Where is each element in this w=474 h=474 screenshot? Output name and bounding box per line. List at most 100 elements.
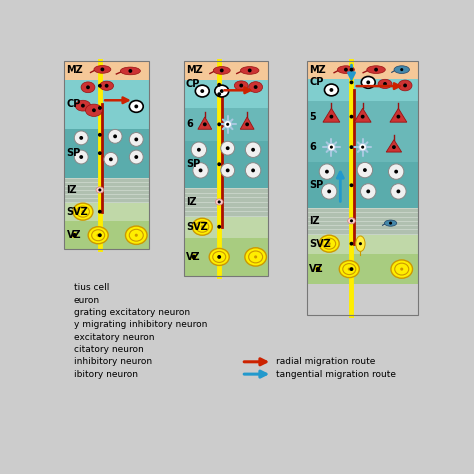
Text: IZ: IZ xyxy=(309,216,320,226)
Ellipse shape xyxy=(113,135,117,138)
Text: citatory neuron: citatory neuron xyxy=(73,345,143,354)
Ellipse shape xyxy=(339,261,359,278)
Polygon shape xyxy=(198,117,212,129)
Ellipse shape xyxy=(251,168,255,173)
Text: CP: CP xyxy=(66,99,81,109)
Ellipse shape xyxy=(249,82,263,92)
Ellipse shape xyxy=(97,234,100,237)
Ellipse shape xyxy=(217,122,221,126)
Ellipse shape xyxy=(217,92,221,96)
Ellipse shape xyxy=(217,83,221,87)
Bar xyxy=(64,221,149,249)
Text: MZ: MZ xyxy=(66,65,83,75)
Ellipse shape xyxy=(240,66,259,74)
Text: CP: CP xyxy=(309,77,324,87)
Bar xyxy=(183,61,268,80)
Text: 5: 5 xyxy=(309,112,316,122)
Ellipse shape xyxy=(347,218,356,224)
Ellipse shape xyxy=(221,164,235,177)
Bar xyxy=(64,128,149,178)
Bar xyxy=(307,61,419,79)
Ellipse shape xyxy=(348,267,351,271)
Bar xyxy=(183,216,268,237)
Ellipse shape xyxy=(98,233,102,237)
Polygon shape xyxy=(390,109,407,122)
Polygon shape xyxy=(323,109,340,122)
Bar xyxy=(183,237,268,276)
Ellipse shape xyxy=(234,81,248,90)
Text: MZ: MZ xyxy=(186,65,203,75)
Bar xyxy=(64,178,149,202)
Ellipse shape xyxy=(392,145,396,149)
Ellipse shape xyxy=(129,100,143,112)
Bar xyxy=(307,61,419,315)
Ellipse shape xyxy=(217,225,221,228)
Ellipse shape xyxy=(191,142,207,157)
Ellipse shape xyxy=(120,67,140,75)
Ellipse shape xyxy=(321,184,337,199)
Ellipse shape xyxy=(245,248,266,266)
Text: SVZ: SVZ xyxy=(309,239,331,249)
Text: SVZ: SVZ xyxy=(66,207,88,217)
Ellipse shape xyxy=(92,109,96,112)
Ellipse shape xyxy=(191,254,197,260)
Ellipse shape xyxy=(85,104,102,117)
Ellipse shape xyxy=(105,84,109,88)
Ellipse shape xyxy=(98,106,102,110)
Bar xyxy=(307,101,419,132)
Text: excitatory neuron: excitatory neuron xyxy=(73,333,154,342)
Ellipse shape xyxy=(359,242,362,245)
Ellipse shape xyxy=(98,133,102,137)
Bar xyxy=(64,61,149,249)
Ellipse shape xyxy=(328,143,335,151)
Ellipse shape xyxy=(319,235,339,252)
Ellipse shape xyxy=(109,157,113,161)
Ellipse shape xyxy=(356,236,365,251)
Ellipse shape xyxy=(126,226,147,245)
Ellipse shape xyxy=(203,122,207,126)
Ellipse shape xyxy=(374,68,378,72)
Ellipse shape xyxy=(325,170,329,173)
Text: SP: SP xyxy=(186,159,200,169)
Ellipse shape xyxy=(226,123,229,126)
Bar xyxy=(64,61,149,80)
Ellipse shape xyxy=(81,82,95,93)
Text: SP: SP xyxy=(66,148,81,158)
Text: VZ: VZ xyxy=(66,230,81,240)
Polygon shape xyxy=(240,117,254,129)
Ellipse shape xyxy=(81,104,85,108)
Bar xyxy=(183,108,268,140)
Text: 6: 6 xyxy=(309,142,316,152)
Ellipse shape xyxy=(191,255,196,259)
Ellipse shape xyxy=(98,210,102,214)
Ellipse shape xyxy=(361,76,375,88)
Text: 6: 6 xyxy=(186,119,193,129)
Ellipse shape xyxy=(193,163,208,178)
Ellipse shape xyxy=(349,242,354,246)
Text: MZ: MZ xyxy=(309,64,326,74)
Ellipse shape xyxy=(192,218,212,235)
Ellipse shape xyxy=(367,66,385,73)
Ellipse shape xyxy=(74,150,88,164)
Polygon shape xyxy=(354,109,371,122)
Text: SVZ: SVZ xyxy=(186,222,208,232)
Bar xyxy=(183,61,268,276)
Ellipse shape xyxy=(201,225,204,228)
Bar xyxy=(183,140,268,188)
Ellipse shape xyxy=(134,155,138,159)
Ellipse shape xyxy=(389,164,404,179)
Ellipse shape xyxy=(315,266,321,272)
Ellipse shape xyxy=(134,137,138,141)
Bar xyxy=(307,208,419,234)
Ellipse shape xyxy=(100,81,114,91)
Ellipse shape xyxy=(245,122,249,126)
Ellipse shape xyxy=(226,146,229,150)
Ellipse shape xyxy=(329,115,333,118)
Ellipse shape xyxy=(108,129,122,143)
Polygon shape xyxy=(386,140,401,152)
Ellipse shape xyxy=(383,82,387,86)
Ellipse shape xyxy=(215,199,223,205)
Ellipse shape xyxy=(201,89,204,93)
Text: grating excitatory neuron: grating excitatory neuron xyxy=(73,308,190,317)
Ellipse shape xyxy=(213,66,230,74)
